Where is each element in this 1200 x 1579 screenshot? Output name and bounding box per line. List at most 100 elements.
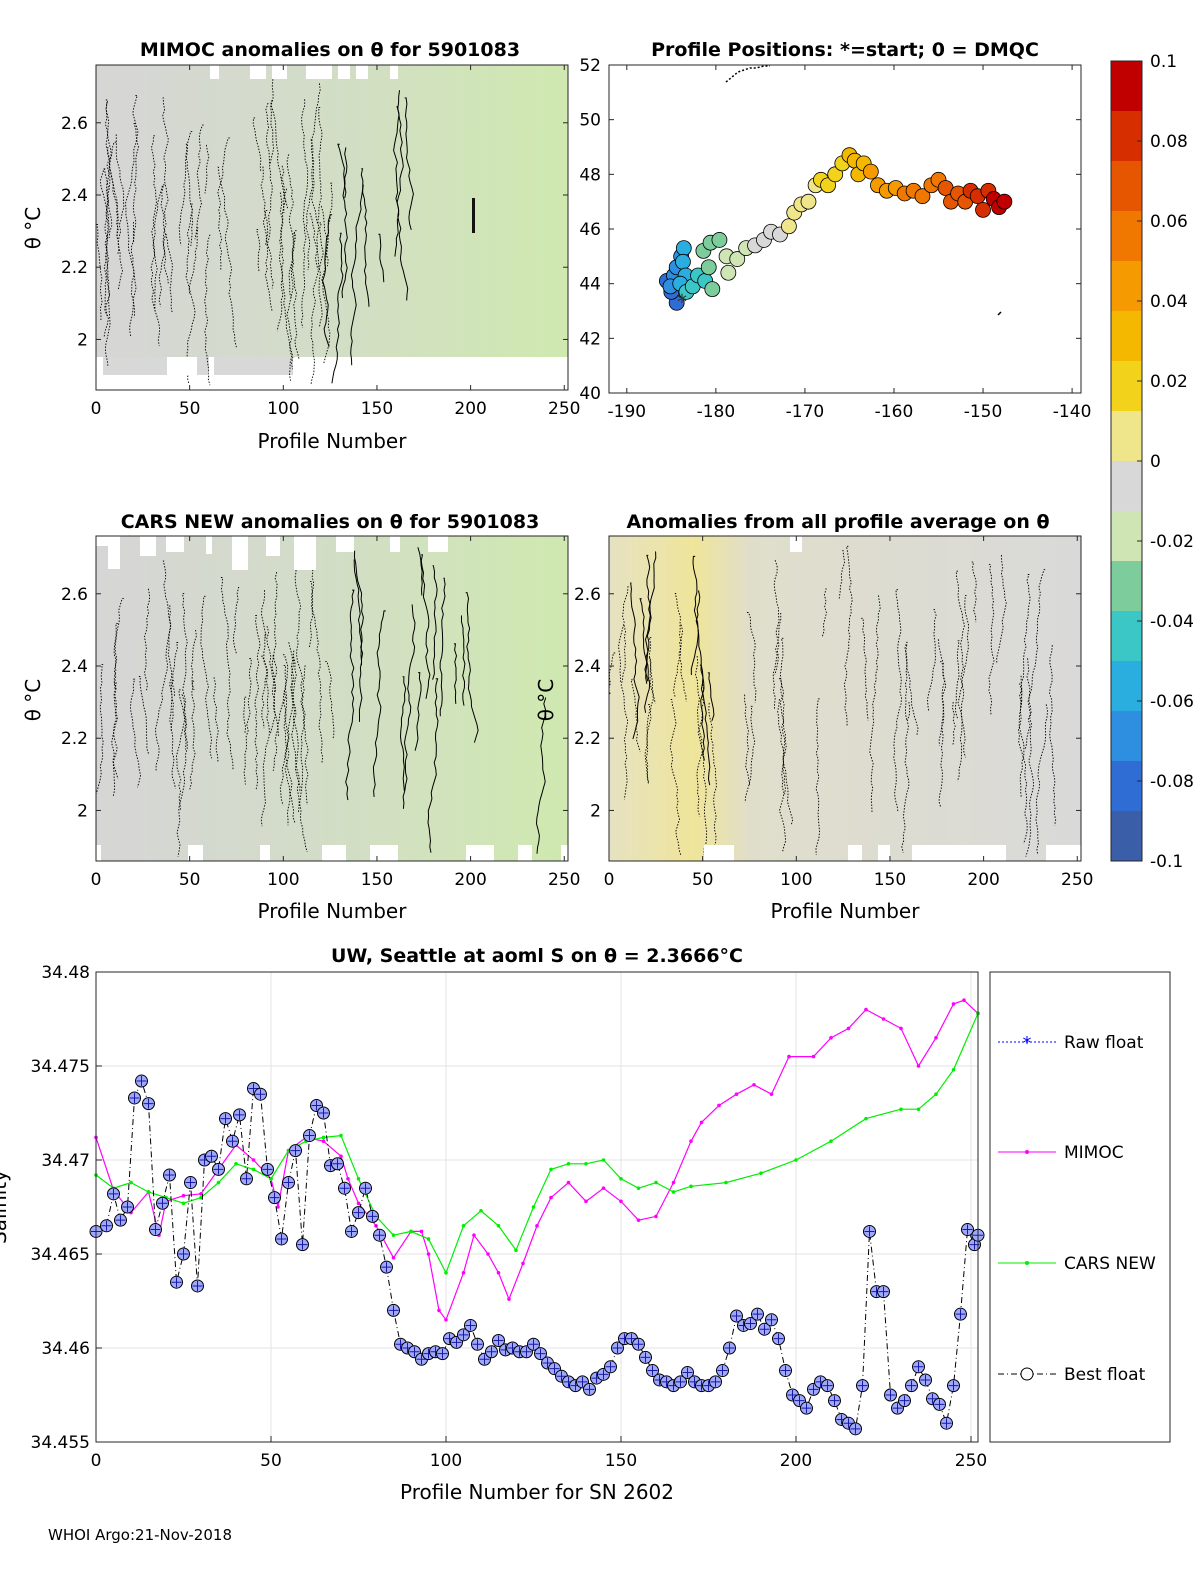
cars-point	[181, 1201, 186, 1206]
raw-float-marker	[276, 1233, 287, 1244]
cars-point	[759, 1171, 763, 1175]
negative-contour	[861, 617, 869, 721]
colorbar-swatch	[1111, 261, 1142, 312]
raw-float-marker	[787, 1390, 798, 1400]
x-tick-label: -190	[608, 402, 647, 422]
footer-credit: WHOI Argo:21-Nov-2018	[48, 1526, 232, 1544]
legend-box	[989, 971, 1171, 1443]
positive-contour	[345, 589, 355, 801]
mimoc-point	[426, 1252, 431, 1256]
cars-point	[356, 1177, 361, 1181]
mimoc-point	[181, 1193, 186, 1198]
raw-float-marker	[598, 1369, 609, 1380]
cars-point	[584, 1161, 588, 1166]
x-tick-label: 0	[604, 870, 615, 890]
cars-point	[496, 1224, 501, 1228]
raw-float-marker	[479, 1354, 490, 1365]
average-axes: 0 50 100 150 200 250 2 2.2 2.4 2.6	[574, 536, 1093, 890]
negative-contour	[271, 572, 278, 693]
cars-frame	[95, 535, 569, 862]
x-tick-label: 0	[91, 1451, 102, 1471]
negative-contour	[171, 642, 179, 697]
negative-contour	[773, 560, 780, 675]
mimoc-gaps	[167, 65, 398, 375]
raw-float-marker	[955, 1309, 966, 1320]
cars-point	[339, 1133, 343, 1138]
raw-float-marker	[535, 1348, 546, 1359]
y-tick-label: 2.2	[61, 258, 88, 278]
negative-contour	[256, 229, 261, 272]
average-field	[609, 536, 1081, 861]
negative-contour	[905, 644, 919, 736]
y-tick-label: 34.465	[31, 1245, 90, 1265]
mimoc-point	[496, 1271, 501, 1275]
mimoc-field	[96, 65, 568, 357]
negative-contour	[190, 629, 197, 691]
negative-contour	[669, 698, 682, 856]
raw-float-marker	[101, 1220, 112, 1231]
y-tick-label: 2.4	[574, 657, 601, 677]
mimoc-point	[437, 1308, 441, 1313]
y-tick-label: 2.4	[61, 186, 88, 206]
raw-float-marker	[521, 1346, 532, 1357]
x-tick-label: 100	[267, 399, 299, 419]
colorbar-swatch	[1111, 61, 1142, 112]
x-tick-label: -150	[964, 402, 1003, 422]
mimoc-point	[962, 998, 966, 1002]
x-tick-label: 200	[454, 399, 486, 419]
raw-float-marker	[150, 1224, 161, 1235]
negative-contour	[971, 561, 977, 623]
negative-contour	[265, 103, 271, 164]
raw-float-marker	[339, 1183, 350, 1194]
mimoc-point	[535, 1224, 539, 1228]
mimoc-point	[486, 1252, 490, 1256]
y-tick-label: 34.475	[31, 1057, 90, 1077]
profile-position-marker	[711, 232, 728, 248]
raw-float-marker	[682, 1367, 693, 1378]
raw-float-marker	[353, 1207, 364, 1218]
x-tick-label: 200	[967, 870, 999, 890]
negative-contour	[645, 703, 651, 783]
cars-heatmap	[96, 536, 568, 861]
raw-float-marker	[528, 1339, 539, 1350]
negative-contour	[155, 560, 172, 772]
profile-position-marker	[975, 201, 991, 218]
raw-float-marker	[948, 1380, 959, 1391]
y-tick-label: 34.48	[41, 963, 90, 983]
colorbar-swatch	[1111, 361, 1142, 412]
positions-frame	[608, 64, 1082, 394]
negative-contour	[115, 134, 125, 256]
profile-position-marker	[675, 253, 691, 270]
raw-float-marker	[829, 1395, 840, 1406]
positive-contour	[707, 672, 715, 722]
mimoc-heatmap	[96, 65, 568, 386]
negative-contour	[204, 144, 210, 194]
salinity-legend: * Raw float MIMOC CARS NEW Best float	[989, 971, 1171, 1443]
colorbar-swatch	[1111, 211, 1142, 262]
mimoc-point	[521, 1261, 525, 1266]
cars-field	[96, 536, 568, 861]
mimoc-point	[566, 1180, 571, 1185]
mimoc-point	[671, 1180, 676, 1185]
coastline-fragment	[997, 311, 1002, 316]
negative-contour	[108, 141, 119, 239]
positive-contour	[453, 643, 458, 704]
mimoc-title: MIMOC anomalies on θ for 5901083	[140, 39, 520, 61]
cars-point	[566, 1161, 571, 1166]
mimoc-point	[276, 1205, 280, 1209]
positive-contour	[414, 672, 422, 751]
raw-float-marker	[255, 1089, 266, 1100]
mimoc-point	[829, 1036, 833, 1040]
positive-contour	[372, 610, 386, 797]
negative-contour	[138, 676, 150, 755]
average-xlabel: Profile Number	[771, 899, 921, 923]
mimoc-dark-mark	[472, 198, 475, 233]
positive-contour	[699, 664, 711, 786]
raw-float-marker	[920, 1374, 931, 1385]
negative-contour	[927, 608, 937, 712]
positive-contour	[417, 547, 423, 596]
raw-float-marker	[129, 1092, 140, 1103]
raw-float-marker	[157, 1198, 168, 1209]
colorbar: 0.1 0.08 0.06 0.04 0.02 0 -0.02 -0.04 -0.06 -0.08…	[1110, 52, 1194, 872]
